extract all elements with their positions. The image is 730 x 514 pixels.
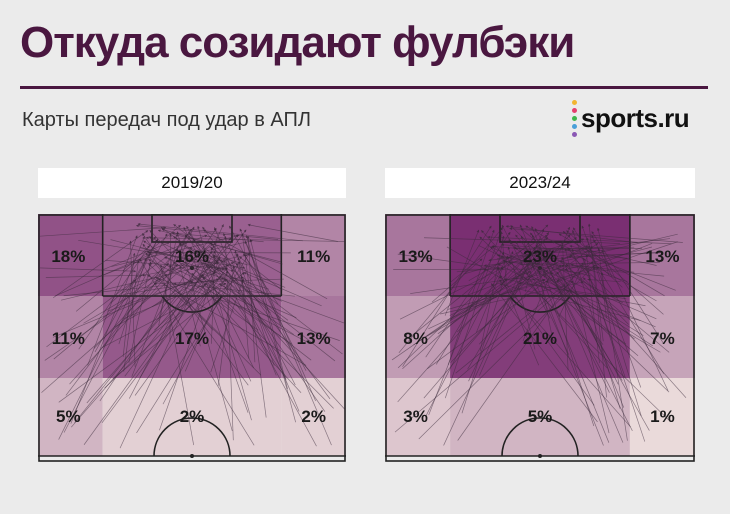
pct-label-2-2: 2% <box>301 407 326 426</box>
heat-cell-0-2 <box>281 214 346 296</box>
heat-cell-1-0 <box>38 296 103 378</box>
logo-dot-0 <box>572 99 577 105</box>
pct-label-1-1: 17% <box>175 329 209 348</box>
title-divider <box>20 86 708 89</box>
pct-label-2-1: 5% <box>528 407 553 426</box>
pct-label-1-0: 8% <box>403 329 428 348</box>
pct-label-0-2: 13% <box>645 247 679 266</box>
heat-cell-0-2 <box>629 214 695 296</box>
pct-label-1-0: 11% <box>52 329 85 348</box>
logo-dot-1 <box>572 107 577 113</box>
logo-dots-icon <box>572 99 577 137</box>
pct-label-0-2: 11% <box>297 247 330 266</box>
heat-cell-2-0 <box>385 378 451 456</box>
pct-label-0-1: 23% <box>523 247 557 266</box>
pct-label-2-0: 5% <box>56 407 81 426</box>
pitch-heatmap-2019-20: 18% 16% 11% 11% 17% 13% 5% 2% 2% <box>38 214 346 462</box>
sports-ru-logo[interactable]: sports.ru <box>572 99 690 137</box>
page-title: Откуда созидают фулбэки <box>20 18 575 67</box>
pct-label-2-0: 3% <box>403 407 428 426</box>
heat-cell-2-0 <box>38 378 103 456</box>
pct-label-1-2: 13% <box>297 329 331 348</box>
pct-label-0-1: 16% <box>175 247 209 266</box>
heat-cell-0-0 <box>385 214 451 296</box>
pitch-heatmap-2023-24: 13% 23% 13% 8% 21% 7% 3% 5% 1% <box>385 214 695 462</box>
page-subtitle: Карты передач под удар в АПЛ <box>22 109 311 131</box>
logo-text: sports.ru <box>581 102 690 133</box>
pass-arrows <box>38 222 346 449</box>
pct-label-2-1: 2% <box>180 407 205 426</box>
logo-dot-2 <box>572 115 577 121</box>
season-label-left: 2019/20 <box>38 168 346 198</box>
pct-label-2-2: 1% <box>650 407 675 426</box>
pct-label-1-2: 7% <box>650 329 675 348</box>
season-label-right: 2023/24 <box>385 168 695 198</box>
pct-label-1-1: 21% <box>523 329 557 348</box>
pass-arrows <box>391 223 687 446</box>
heat-cell-2-2 <box>281 378 346 456</box>
logo-dot-3 <box>572 123 577 129</box>
logo-dot-4 <box>572 131 577 137</box>
pct-label-0-0: 18% <box>51 247 85 266</box>
heat-cell-2-1 <box>450 378 630 456</box>
heat-cell-2-1 <box>102 378 282 456</box>
pct-label-0-0: 13% <box>399 247 433 266</box>
heat-cell-0-0 <box>38 214 103 296</box>
heat-cell-2-2 <box>629 378 695 456</box>
